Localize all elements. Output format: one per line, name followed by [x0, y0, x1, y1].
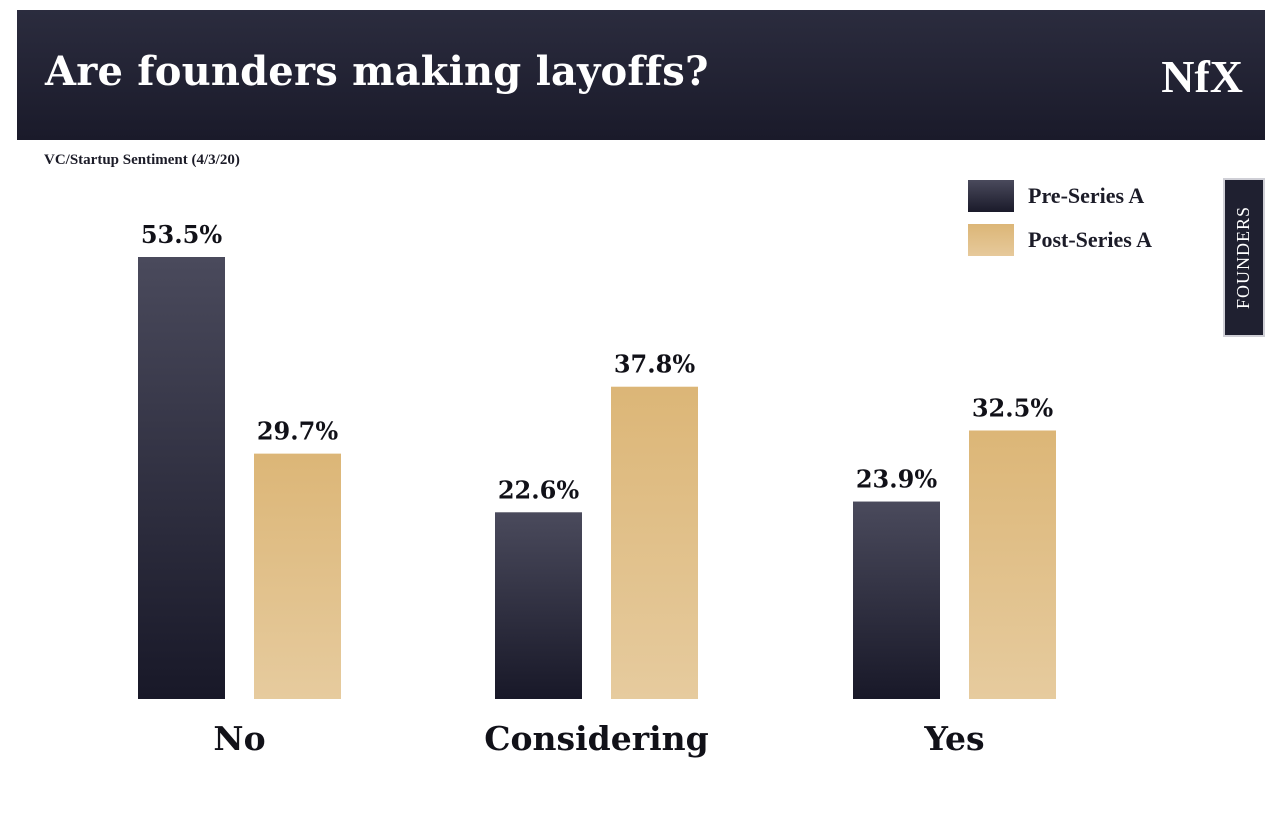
category-label-considering: Considering — [484, 719, 708, 758]
legend-swatch-post-series-a — [968, 224, 1014, 256]
data-label-considering-pre-series-a: 22.6% — [498, 475, 579, 504]
bar-yes-post-series-a — [969, 430, 1056, 699]
data-label-no-pre-series-a: 53.5% — [141, 220, 222, 249]
chart-subtitle: VC/Startup Sentiment (4/3/20) — [44, 152, 240, 168]
data-label-no-post-series-a: 29.7% — [257, 417, 338, 446]
bar-considering-pre-series-a — [495, 512, 582, 699]
nfx-logo: NfX — [1161, 51, 1243, 102]
data-label-yes-post-series-a: 32.5% — [972, 393, 1053, 422]
category-label-no: No — [213, 719, 265, 758]
legend-item-pre-series-a: Pre-Series A — [968, 174, 1152, 218]
legend-label-post-series-a: Post-Series A — [1028, 227, 1153, 252]
bar-no-post-series-a — [254, 453, 341, 699]
chart-legend: Pre-Series A Post-Series A — [968, 174, 1152, 262]
data-label-considering-post-series-a: 37.8% — [614, 350, 695, 379]
legend-item-post-series-a: Post-Series A — [968, 218, 1152, 262]
legend-label-pre-series-a: Pre-Series A — [1028, 183, 1145, 208]
bar-yes-pre-series-a — [853, 501, 940, 699]
page-title: Are founders making layoffs? — [45, 48, 709, 95]
bar-considering-post-series-a — [611, 386, 698, 699]
founders-side-tab: FOUNDERS — [1223, 178, 1265, 337]
header-banner: Are founders making layoffs? NfX — [17, 10, 1265, 140]
bar-no-pre-series-a — [138, 257, 225, 699]
category-label-yes: Yes — [923, 719, 984, 758]
data-label-yes-pre-series-a: 23.9% — [856, 465, 937, 494]
legend-swatch-pre-series-a — [968, 180, 1014, 212]
